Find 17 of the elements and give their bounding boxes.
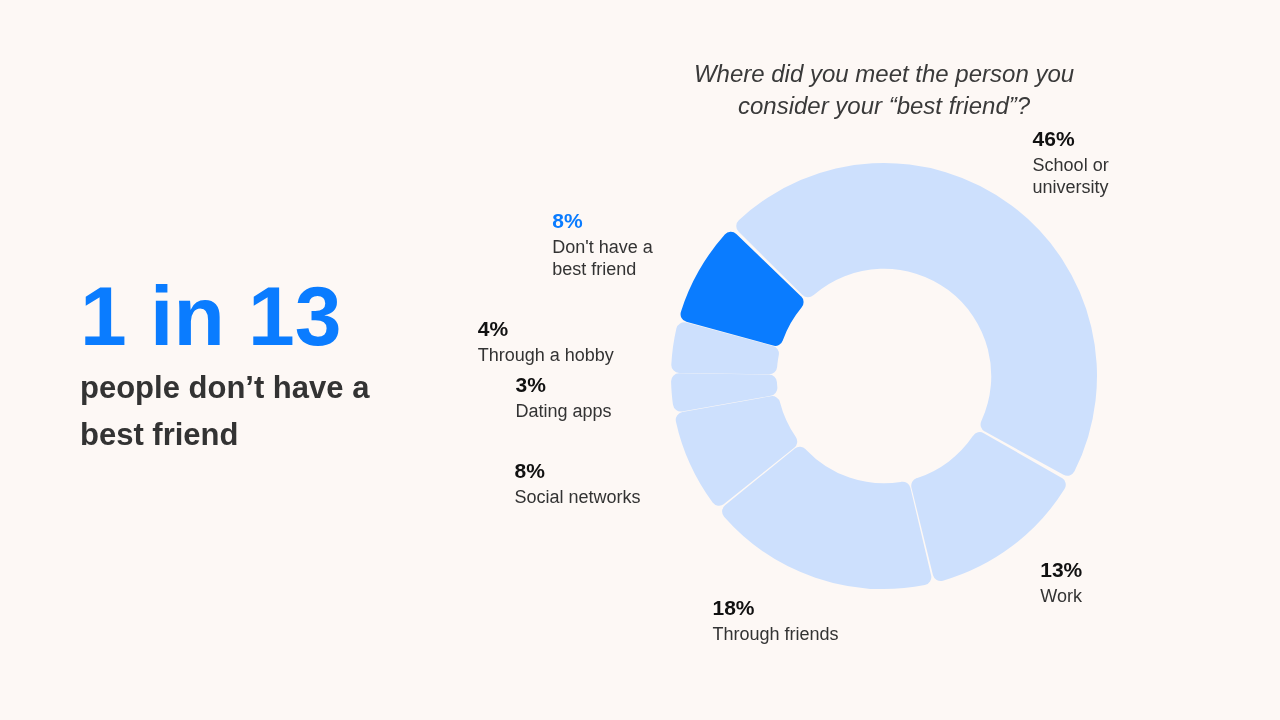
data-label: 3%: [515, 373, 547, 397]
data-label: 4%: [477, 316, 509, 340]
data-label: 8%: [552, 209, 583, 233]
data-label: 18%: [712, 595, 755, 619]
slice-label: Dating apps: [515, 401, 612, 422]
data-label: 8%: [514, 458, 546, 482]
slice-label: School or university: [1032, 154, 1109, 197]
chart-title: Where did you meet the person you consider your “best friend”?: [693, 60, 1075, 119]
slice-label: Through a hobby: [477, 344, 614, 365]
slice-label: Through friends: [712, 623, 839, 644]
slice-label: Work: [1040, 585, 1083, 606]
data-label: 46%: [1032, 126, 1075, 150]
slice-label: Don't have a best friend: [552, 237, 654, 280]
text: 1 in 13: [80, 269, 342, 363]
slice-label: Social networks: [514, 486, 641, 507]
data-label: 13%: [1040, 557, 1083, 581]
text: people don’t have a best friend: [80, 370, 371, 452]
